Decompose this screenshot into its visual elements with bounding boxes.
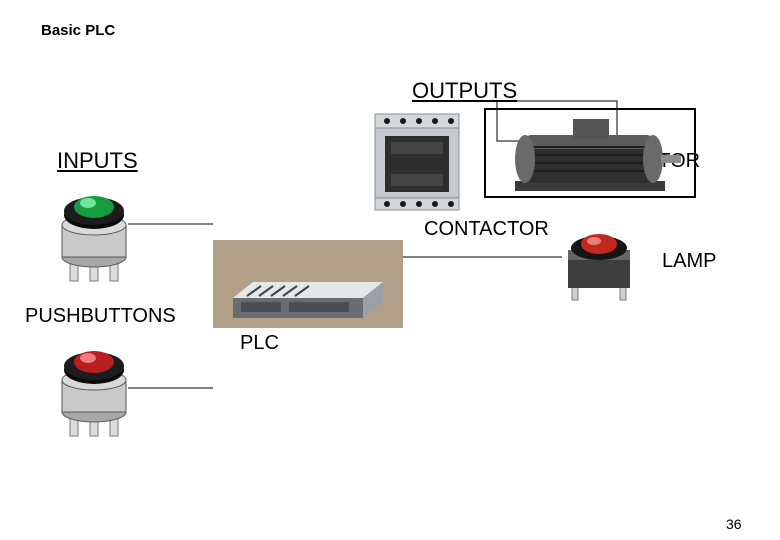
contactor-icon bbox=[375, 114, 459, 210]
motor-icon bbox=[485, 101, 695, 197]
pushbutton-red-icon bbox=[62, 351, 126, 436]
diagram-canvas bbox=[0, 0, 780, 540]
lamp-icon bbox=[568, 234, 630, 300]
plc-unit-icon bbox=[213, 240, 403, 328]
pushbutton-green-icon bbox=[62, 196, 126, 281]
